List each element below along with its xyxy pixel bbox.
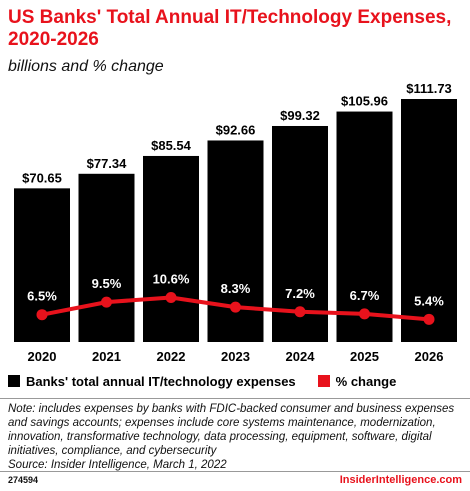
pct-point-2024 [294, 306, 306, 318]
pct-point-2020 [36, 309, 48, 321]
pct-point-2023 [230, 301, 241, 313]
pct-label-2021: 9.5% [92, 276, 122, 291]
divider-bottom [0, 471, 470, 472]
bar-label-2021: $77.34 [87, 156, 128, 171]
x-tick-2022: 2022 [157, 349, 186, 364]
legend-label-expenses: Banks' total annual IT/technology expens… [26, 373, 296, 389]
x-tick-2024: 2024 [286, 349, 316, 364]
x-tick-2021: 2021 [92, 349, 121, 364]
divider-top [0, 398, 470, 399]
bar-label-2024: $99.32 [280, 108, 320, 123]
chart-subtitle: billions and % change [8, 58, 164, 75]
bar-label-2023: $92.66 [216, 122, 256, 137]
pct-label-2020: 6.5% [27, 289, 57, 304]
x-tick-2026: 2026 [415, 349, 444, 364]
legend: Banks' total annual IT/technology expens… [8, 372, 418, 390]
source-text: Source: Insider Intelligence, March 1, 2… [8, 459, 227, 471]
pct-label-2025: 6.7% [350, 288, 380, 303]
bar-2022 [143, 155, 199, 342]
chart-plot: $70.65 $77.34 $85.54 $92.66 $99.32 $105.96 $11… [14, 81, 457, 364]
brand-logo: InsiderIntelligence.com [339, 474, 462, 486]
note-block: Note: includes expenses by banks with FD… [8, 402, 463, 472]
pct-label-2024: 7.2% [285, 286, 315, 301]
bar-label-2022: $85.54 [151, 138, 192, 153]
pct-label-2026: 5.4% [414, 293, 444, 308]
bar-label-2026: $111.73 [406, 81, 452, 96]
legend-swatch-pct-change [317, 375, 330, 387]
legend-label-pct-change: % change [335, 373, 397, 389]
pct-point-2022 [165, 291, 177, 303]
bar-label-2025: $105.96 [341, 94, 388, 109]
bar-2021 [78, 173, 135, 342]
pct-point-2026 [423, 313, 435, 325]
x-tick-2025: 2025 [350, 349, 379, 364]
bar-2025 [336, 111, 393, 342]
bar-2026 [401, 99, 457, 342]
x-tick-2023: 2023 [221, 349, 250, 364]
pct-point-2025 [359, 308, 370, 320]
bar-2024 [272, 125, 328, 343]
chart-id: 274594 [8, 475, 39, 485]
chart-title: US Banks' Total Annual IT/Technology Exp… [8, 7, 452, 50]
pct-label-2022: 10.6% [153, 271, 190, 286]
bar-label-2020: $70.65 [22, 170, 62, 185]
legend-swatch-expenses [8, 375, 20, 387]
pct-label-2023: 8.3% [221, 281, 251, 296]
note-text: Note: includes expenses by banks with FD… [8, 403, 455, 457]
pct-point-2021 [101, 296, 112, 308]
x-tick-2020: 2020 [28, 349, 57, 364]
legend-item-pct-change: % change [317, 373, 397, 389]
legend-item-expenses: Banks' total annual IT/technology expens… [8, 374, 296, 389]
